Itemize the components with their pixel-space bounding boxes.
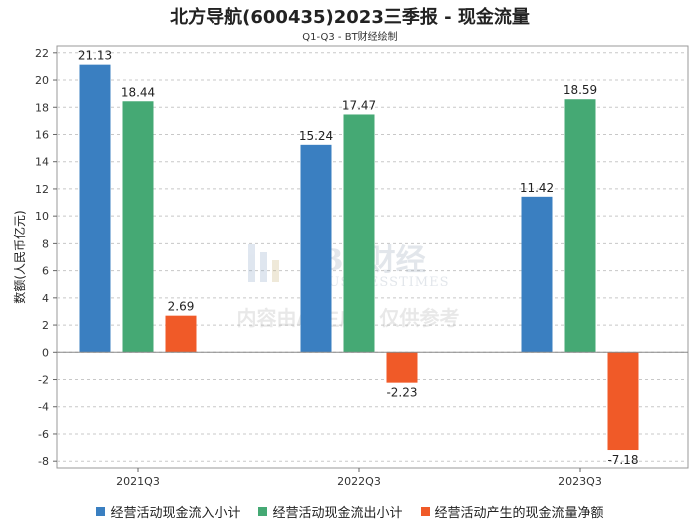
legend-swatch — [420, 507, 430, 516]
y-tick-label: 22 — [35, 47, 49, 60]
legend-item: 经营活动现金流出小计 — [258, 502, 403, 521]
bar — [300, 144, 332, 353]
data-label: 15.24 — [299, 129, 333, 143]
bar — [386, 352, 418, 383]
bar — [607, 352, 639, 451]
x-tick-label: 2022Q3 — [337, 475, 381, 488]
watermark-logo-bar — [248, 244, 255, 282]
watermark-logo-sub: BUSINESSTIMES — [318, 275, 450, 290]
y-tick-label: 8 — [42, 237, 49, 250]
data-label: 17.47 — [342, 98, 376, 112]
bar — [165, 315, 197, 353]
y-tick-label: -6 — [38, 428, 49, 441]
chart-title: 北方导航(600435)2023三季报 - 现金流量 — [170, 7, 530, 28]
y-tick-label: 16 — [35, 128, 49, 141]
x-tick-label: 2021Q3 — [116, 475, 160, 488]
bar — [521, 196, 553, 353]
y-tick-label: 10 — [35, 210, 49, 223]
chart-subtitle: Q1-Q3 - BT财经绘制 — [302, 32, 398, 43]
bar — [343, 114, 375, 353]
y-tick-label: -2 — [38, 374, 49, 387]
legend-item: 经营活动产生的现金流量净额 — [420, 502, 604, 521]
watermark-logo-bar — [272, 260, 279, 282]
y-tick-label: 4 — [42, 292, 49, 305]
x-tick-label: 2023Q3 — [558, 475, 602, 488]
y-tick-label: 0 — [42, 346, 49, 359]
bar — [564, 99, 596, 353]
legend-label: 经营活动现金流出小计 — [272, 506, 403, 521]
data-label: 18.44 — [121, 85, 155, 99]
legend-swatch — [258, 507, 268, 516]
legend-label: 经营活动产生的现金流量净额 — [434, 506, 604, 521]
data-label: 21.13 — [78, 49, 112, 63]
y-tick-label: 20 — [35, 74, 49, 87]
legend-item: 经营活动现金流入小计 — [96, 502, 240, 521]
data-label: 2.69 — [168, 300, 195, 314]
bar — [79, 64, 111, 353]
y-tick-label: 2 — [42, 319, 49, 332]
legend-label: 经营活动现金流入小计 — [110, 506, 241, 521]
watermark-logo-bar — [260, 252, 267, 282]
y-tick-label: 14 — [35, 156, 49, 169]
legend-swatch — [96, 507, 106, 516]
y-tick-label: 18 — [35, 101, 49, 114]
y-tick-label: 6 — [42, 265, 49, 278]
data-label: 11.42 — [520, 181, 554, 195]
y-tick-label: -8 — [38, 455, 49, 468]
data-label: -2.23 — [386, 386, 417, 400]
y-tick-label: -4 — [38, 401, 49, 414]
data-label: 18.59 — [563, 83, 597, 97]
y-tick-label: 12 — [35, 183, 49, 196]
bar — [122, 101, 154, 353]
data-label: -7.18 — [607, 453, 638, 467]
y-axis-label: 数额(人民币亿元) — [12, 210, 27, 303]
legend: 经营活动现金流入小计 经营活动现金流出小计 经营活动产生的现金流量净额 — [0, 502, 700, 521]
